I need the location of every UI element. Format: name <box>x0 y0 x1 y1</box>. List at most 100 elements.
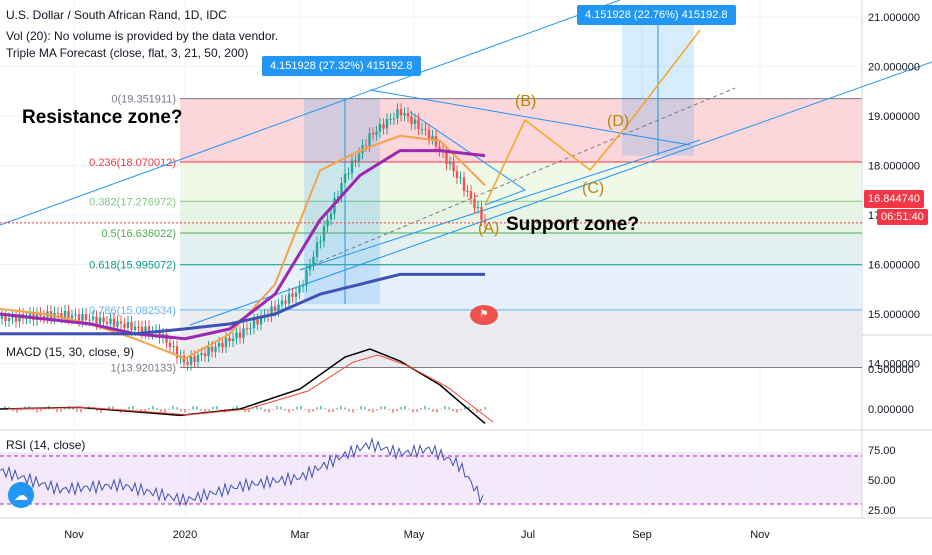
macd-histogram-bar <box>296 406 298 410</box>
candle-body <box>473 198 476 209</box>
candle-body <box>0 314 4 319</box>
macd-histogram-bar <box>208 409 210 411</box>
candle-body <box>312 256 315 265</box>
candle-body <box>336 196 340 199</box>
macd-histogram-bar <box>280 406 282 410</box>
candle-body <box>14 315 18 322</box>
candle-body <box>7 318 11 322</box>
candle-body <box>340 183 343 197</box>
measure-box-1[interactable]: 4.151928 (27.32%) 415192.8 <box>262 56 421 76</box>
macd-histogram-bar <box>372 409 374 413</box>
tradingview-logo-icon[interactable]: ☁ <box>8 482 34 508</box>
measure-box-2[interactable]: 4.151928 (22.76%) 415192.8 <box>577 5 736 25</box>
candle-body <box>259 316 263 325</box>
macd-histogram-bar <box>460 409 462 411</box>
macd-histogram-bar <box>400 407 402 410</box>
candle-body <box>280 300 284 305</box>
support-zone-label: Support zone? <box>506 214 639 235</box>
candle-body <box>483 220 487 223</box>
candle-body <box>413 119 417 124</box>
macd-histogram-bar <box>484 406 486 410</box>
moving-average-line <box>0 272 485 336</box>
macd-histogram-bar <box>408 408 410 410</box>
candle-body <box>385 119 389 129</box>
candle-body <box>60 313 63 318</box>
candle-body <box>130 321 133 330</box>
candle-body <box>287 293 291 304</box>
macd-histogram-bar <box>212 406 214 410</box>
macd-histogram-bar <box>344 407 346 410</box>
candle-body <box>410 116 413 124</box>
wave-label-b: (B) <box>515 93 536 110</box>
macd-histogram-bar <box>304 409 306 410</box>
macd-histogram-bar <box>364 406 366 410</box>
fib-level-label: 0.618(15.995072) <box>89 260 176 272</box>
candle-body <box>168 342 172 348</box>
macd-histogram-bar <box>412 409 414 413</box>
rsi-tick-label: 75.00 <box>868 445 896 457</box>
macd-histogram-bar <box>128 406 130 410</box>
candle-body <box>392 118 396 120</box>
macd-histogram-bar <box>216 406 218 410</box>
fib-retracement[interactable]: 0(19.351911) 0.236(18.070012) 0.382(17.276… <box>89 94 862 375</box>
candle-body <box>354 160 357 162</box>
macd-histogram-bar <box>232 407 234 410</box>
fib-zone <box>180 233 862 265</box>
rsi-tick-label: 25.00 <box>868 505 896 517</box>
macd-histogram-bar <box>336 408 338 410</box>
candle-body <box>277 304 280 311</box>
rsi-tick-label: 50.00 <box>868 475 896 487</box>
macd-histogram-bar <box>480 409 482 412</box>
time-tick-label: Sep <box>632 529 652 541</box>
macd-histogram-bar <box>288 409 290 413</box>
macd-histogram-bar <box>356 409 358 410</box>
axes: 21.00000020.00000019.00000018.00000017.0… <box>64 12 920 541</box>
moving-average-line <box>0 149 486 341</box>
macd-histogram-bar <box>420 407 422 410</box>
macd-histogram-bar <box>444 405 446 410</box>
macd-histogram-bar <box>332 409 334 413</box>
candle-body <box>88 319 91 321</box>
macd-histogram-bar <box>476 409 478 413</box>
candle-body <box>4 314 7 322</box>
candle-body <box>445 151 448 165</box>
candle-body <box>231 338 235 342</box>
fib-zone <box>180 162 862 202</box>
macd-histogram-bar <box>260 407 262 410</box>
macd-histogram-bar <box>432 409 434 412</box>
forecast-wave-path <box>484 29 701 206</box>
price-tick-label: 20.000000 <box>868 62 920 74</box>
macd-histogram-bar <box>448 406 450 410</box>
time-tick-label: Mar <box>291 529 310 541</box>
candle-body <box>175 346 179 358</box>
candle-body <box>70 315 74 319</box>
dashed-projection-line <box>299 87 736 271</box>
candle-body <box>403 113 406 116</box>
macd-histogram-bar <box>220 409 222 410</box>
price-tick-label: 14.000000 <box>868 359 920 371</box>
candle-body <box>315 242 319 257</box>
macd-histogram-bar <box>300 406 302 410</box>
candle-body <box>109 318 112 324</box>
macd-histogram-bar <box>136 408 138 410</box>
macd-signal-line <box>7 354 494 423</box>
macd-histogram-bar <box>360 406 362 410</box>
rsi-line <box>0 436 484 507</box>
wave-path-blue <box>409 111 527 206</box>
candle-body <box>217 342 221 347</box>
macd-histogram-bar <box>200 409 202 411</box>
macd-histogram-bar <box>468 406 470 410</box>
macd-histogram-bar <box>72 407 74 410</box>
macd-histogram-bar <box>64 407 66 410</box>
fib-zone <box>180 201 862 234</box>
macd-histogram-bar <box>192 406 194 410</box>
macd-histogram-bar <box>328 409 330 413</box>
candle-body <box>291 293 294 297</box>
candle-body <box>98 317 102 324</box>
candle-body <box>200 353 203 356</box>
flag-event-icon[interactable]: ⚑ <box>470 305 498 325</box>
macd-histogram-bar <box>4 406 6 410</box>
macd-histogram-bar <box>452 409 454 412</box>
candle-body <box>357 153 361 162</box>
